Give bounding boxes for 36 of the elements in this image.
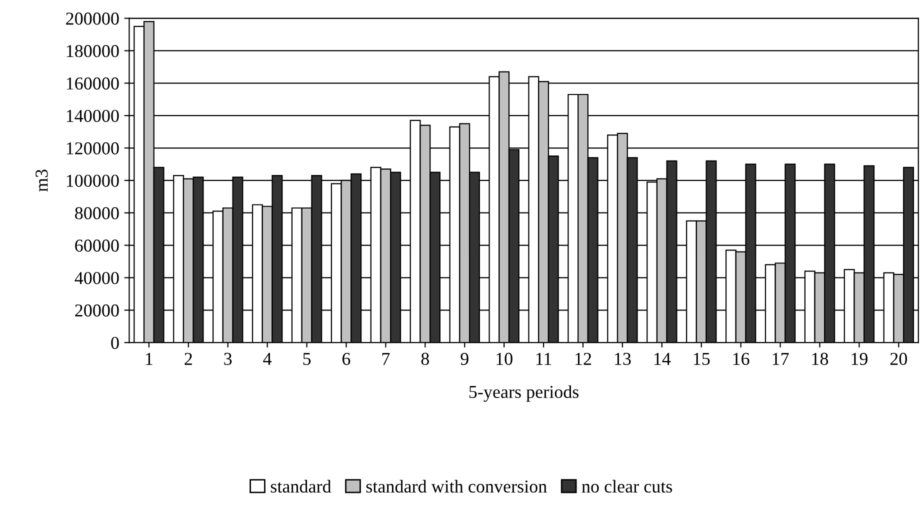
x-tick-label: 15 [694, 352, 710, 365]
y-tick-label: 140000 [66, 110, 119, 122]
x-tick-label: 6 [342, 352, 350, 365]
x-tick-label: 16 [733, 352, 750, 365]
y-tick-label: 20000 [75, 304, 119, 317]
y-tick-label: 40000 [74, 272, 119, 284]
x-tick-label: 9 [460, 352, 468, 365]
legend-label: standard with conversion [366, 480, 547, 493]
x-tick-label: 5 [303, 352, 311, 365]
y-tick-label: 60000 [75, 240, 119, 252]
x-tick-label: 12 [576, 352, 592, 365]
x-tick-label: 13 [615, 352, 631, 365]
x-tick-label: 10 [496, 352, 512, 365]
y-tick-label: 80000 [75, 207, 119, 220]
x-tick-label: 4 [263, 352, 272, 365]
legend-label: no clear cuts [582, 480, 672, 493]
y-axis-title: m3 [36, 170, 48, 192]
y-tick-label: 180000 [66, 44, 119, 58]
x-tick-label: 18 [812, 352, 828, 365]
x-tick-label: 11 [536, 352, 552, 365]
x-tick-label: 3 [224, 352, 232, 365]
x-tick-label: 7 [382, 352, 390, 365]
x-tick-label: 20 [890, 352, 907, 365]
x-axis-title: 5-years periods [469, 385, 579, 402]
x-tick-label: 17 [772, 352, 789, 365]
x-tick-label: 2 [184, 352, 192, 365]
x-tick-label: 14 [654, 352, 671, 365]
y-tick-label: 100000 [66, 174, 119, 187]
x-tick-label: 8 [421, 352, 429, 365]
y-tick-label: 160000 [66, 77, 119, 90]
x-tick-label: 19 [852, 352, 868, 365]
legend-label: standard [270, 480, 332, 493]
y-tick-label: 120000 [66, 142, 119, 154]
x-tick-label: 1 [146, 352, 152, 365]
y-tick-label: 200000 [66, 12, 119, 25]
y-tick-label: 0 [111, 336, 119, 350]
